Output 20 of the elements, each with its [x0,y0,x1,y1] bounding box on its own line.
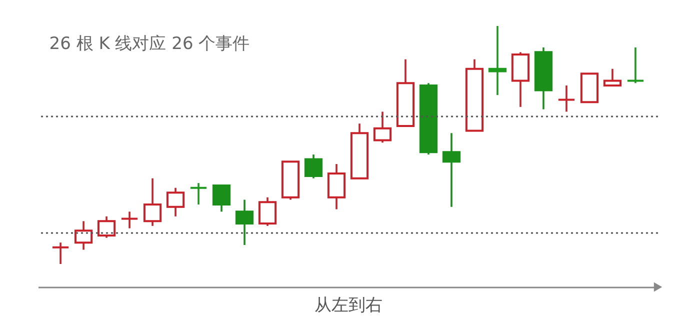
candlestick [304,154,323,180]
candlestick [442,132,461,208]
candlestick [166,186,185,218]
candlestick [626,46,645,84]
candlestick [327,163,346,210]
x-axis-title: 从左到右 [314,296,382,316]
candlestick [258,196,277,227]
candlestick [143,177,162,227]
candlestick [189,182,208,206]
candlestick [212,184,231,213]
candlestick [488,25,507,96]
text: 26 根 K 线对应 26 个事件 [49,34,250,54]
candlestick [603,68,622,86]
candlestick [373,110,392,144]
candlestick [557,84,576,113]
candlestick [120,210,139,230]
candlestick [74,220,93,251]
candlestick [235,198,254,246]
candlestick [51,242,70,265]
candlestick [97,216,116,239]
